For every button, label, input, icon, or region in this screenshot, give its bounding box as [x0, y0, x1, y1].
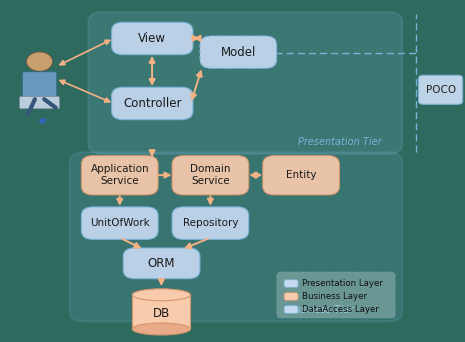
FancyBboxPatch shape — [112, 22, 193, 55]
FancyBboxPatch shape — [172, 207, 249, 239]
FancyBboxPatch shape — [88, 12, 402, 154]
Ellipse shape — [132, 289, 191, 301]
Text: Business Layer: Business Layer — [302, 292, 367, 301]
Text: Presentation Tier: Presentation Tier — [298, 137, 381, 147]
FancyBboxPatch shape — [418, 75, 463, 104]
FancyBboxPatch shape — [284, 280, 298, 287]
FancyBboxPatch shape — [123, 248, 200, 279]
FancyBboxPatch shape — [284, 293, 298, 300]
Text: Model: Model — [220, 45, 256, 59]
Text: DataAccess Layer: DataAccess Layer — [302, 305, 379, 314]
Text: Entity: Entity — [286, 170, 316, 180]
FancyBboxPatch shape — [277, 272, 395, 318]
FancyBboxPatch shape — [263, 156, 339, 195]
Text: Business Tier: Business Tier — [288, 305, 353, 315]
FancyBboxPatch shape — [200, 36, 277, 68]
FancyBboxPatch shape — [284, 306, 298, 313]
Text: Presentation Layer: Presentation Layer — [302, 279, 383, 288]
FancyBboxPatch shape — [70, 152, 402, 321]
FancyBboxPatch shape — [22, 72, 57, 101]
Text: Domain
Service: Domain Service — [190, 165, 231, 186]
Circle shape — [27, 52, 53, 71]
FancyBboxPatch shape — [81, 207, 158, 239]
FancyBboxPatch shape — [112, 87, 193, 120]
Bar — [132, 295, 191, 329]
Ellipse shape — [132, 323, 191, 335]
Text: UnitOfWork: UnitOfWork — [90, 218, 150, 228]
FancyBboxPatch shape — [81, 156, 158, 195]
Text: DB: DB — [153, 307, 170, 320]
Text: ORM: ORM — [148, 257, 175, 270]
FancyBboxPatch shape — [20, 96, 60, 109]
Text: Application
Service: Application Service — [90, 165, 149, 186]
Text: View: View — [138, 32, 166, 45]
Text: POCO: POCO — [425, 84, 456, 95]
Text: e: e — [38, 116, 46, 127]
Text: Controller: Controller — [123, 97, 181, 110]
FancyBboxPatch shape — [172, 156, 249, 195]
Text: Repository: Repository — [183, 218, 238, 228]
